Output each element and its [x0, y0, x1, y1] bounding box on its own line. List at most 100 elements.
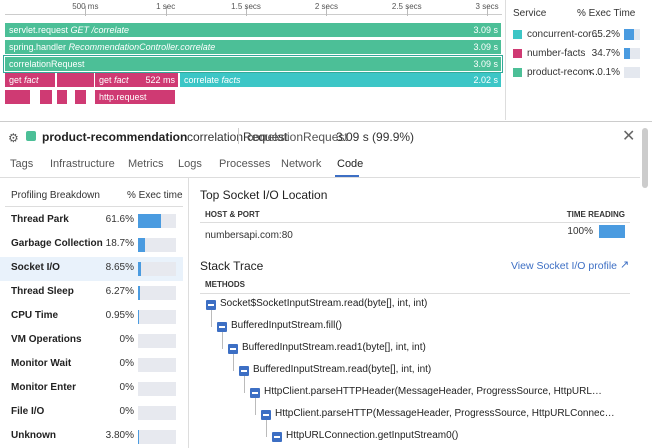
span[interactable]: spring.handler RecommendationController.…	[5, 40, 501, 54]
tab[interactable]: Network	[281, 158, 322, 170]
tick-label: 2 secs	[314, 2, 338, 11]
tree-line	[211, 310, 212, 327]
tick-line	[326, 6, 328, 16]
span-name: get	[9, 75, 22, 85]
bd-bar	[138, 262, 142, 276]
minus	[252, 392, 258, 394]
bd-bar-bg	[138, 310, 176, 324]
span-duration: 522 ms	[145, 75, 175, 85]
host: numbersapi.com:80	[205, 230, 293, 241]
bd-pct: 0%	[119, 334, 134, 345]
span-resource: GET /correlate	[70, 25, 130, 35]
bd-pct: 8.65%	[105, 262, 134, 273]
legend-header: Service	[513, 8, 547, 19]
span-resource: facts	[221, 75, 241, 85]
bd-name[interactable]: Garbage Collection	[11, 238, 103, 249]
span-name: spring.handler	[9, 42, 67, 52]
span-duration: 3.09 s	[473, 42, 498, 52]
time: 100%	[567, 226, 593, 237]
tick-label: 1.5 secs	[231, 2, 261, 11]
small-span[interactable]	[40, 90, 52, 104]
bd-pct: 18.7%	[105, 238, 134, 249]
tab[interactable]: Code	[337, 158, 364, 170]
small-span[interactable]	[57, 90, 67, 104]
span[interactable]: correlationRequest 3.09 s	[4, 56, 502, 72]
minus	[241, 370, 247, 372]
span-name: get	[99, 75, 112, 85]
tab[interactable]: Logs	[178, 158, 202, 170]
bd-name[interactable]: File I/O	[11, 406, 45, 417]
span-name: http.request	[99, 92, 147, 102]
bd-pct: 0%	[119, 382, 134, 393]
bd-header-line	[5, 206, 183, 207]
minus	[274, 436, 280, 438]
bd-bar-bg	[138, 358, 176, 372]
tick-label: 1 sec	[156, 2, 176, 11]
tab-underline	[335, 175, 359, 177]
close[interactable]: ✕	[622, 128, 636, 145]
link[interactable]: View Socket I/O profile	[510, 260, 617, 272]
tree-toggle[interactable]	[239, 366, 249, 376]
method: HttpURLConnection.getInputStream0()	[286, 430, 459, 441]
tab[interactable]: Infrastructure	[50, 158, 115, 170]
minus	[230, 348, 236, 350]
bd-name[interactable]: Unknown	[11, 430, 56, 441]
span[interactable]: http.request GET /?	[95, 90, 175, 104]
tree-toggle[interactable]	[206, 300, 216, 310]
span[interactable]: servlet.request GET /correlate 3.09 s	[5, 23, 501, 37]
span[interactable]: get fact 522 ms	[95, 73, 178, 87]
tick-line	[487, 6, 489, 16]
bd-bar-bg	[138, 286, 176, 300]
legend-service[interactable]: concurrent-cor…	[527, 29, 602, 40]
method: HttpClient.parseHTTPHeader(MessageHeader…	[264, 386, 602, 397]
bd-name[interactable]: Monitor Wait	[11, 358, 72, 369]
tree-toggle[interactable]	[250, 388, 260, 398]
tree-toggle[interactable]	[228, 344, 238, 354]
link-icon[interactable]: ↗	[620, 259, 630, 271]
span[interactable]: correlate facts 2.02 s	[180, 73, 501, 87]
legend-service[interactable]: product-recom…	[527, 67, 602, 78]
tick-line	[406, 6, 408, 16]
minus	[208, 304, 214, 306]
small-span[interactable]	[57, 73, 94, 87]
small-span[interactable]	[75, 90, 86, 104]
tree-line	[266, 420, 267, 437]
tree-toggle[interactable]	[272, 432, 282, 442]
bd-pct: 0%	[119, 358, 134, 369]
bd-bar-bg	[138, 334, 176, 348]
scrollbar	[642, 128, 648, 188]
bd-name[interactable]: Thread Park	[11, 214, 69, 225]
bd-bar	[138, 214, 162, 228]
bd-name[interactable]: Monitor Enter	[11, 382, 76, 393]
col-header: TIME READING	[566, 210, 625, 219]
span[interactable]: get fact	[5, 73, 55, 87]
panel-border	[0, 121, 652, 122]
bd-pct: 0.95%	[105, 310, 134, 321]
small-span[interactable]	[5, 90, 30, 104]
tree-line	[222, 332, 223, 349]
bd-name[interactable]: Socket I/O	[11, 262, 60, 273]
span-resource: fact	[114, 75, 129, 85]
col-header: METHODS	[205, 280, 245, 289]
tree-line	[244, 376, 245, 393]
bd-name[interactable]: VM Operations	[11, 334, 82, 345]
tree-line	[233, 354, 234, 371]
tab[interactable]: Metrics	[128, 158, 164, 170]
tab[interactable]: Processes	[219, 158, 271, 170]
tab[interactable]: Tags	[10, 158, 34, 170]
bd-name[interactable]: Thread Sleep	[11, 286, 74, 297]
tree-toggle[interactable]	[217, 322, 227, 332]
settings-icon[interactable]: ⚙	[8, 131, 19, 145]
bd-name[interactable]: CPU Time	[11, 310, 59, 321]
legend-swatch	[513, 68, 522, 77]
tree-toggle[interactable]	[261, 410, 271, 420]
legend-pct: 34.7%	[591, 48, 620, 59]
method: Socket$SocketInputStream.read(byte[], in…	[220, 298, 428, 309]
legend-service[interactable]: number-facts	[527, 48, 586, 59]
section-title: Stack Trace	[200, 259, 264, 273]
bd-header: Profiling Breakdown	[11, 190, 100, 201]
tick-line	[85, 6, 87, 16]
method: HttpClient.parseHTTP(MessageHeader, Prog…	[275, 408, 615, 419]
